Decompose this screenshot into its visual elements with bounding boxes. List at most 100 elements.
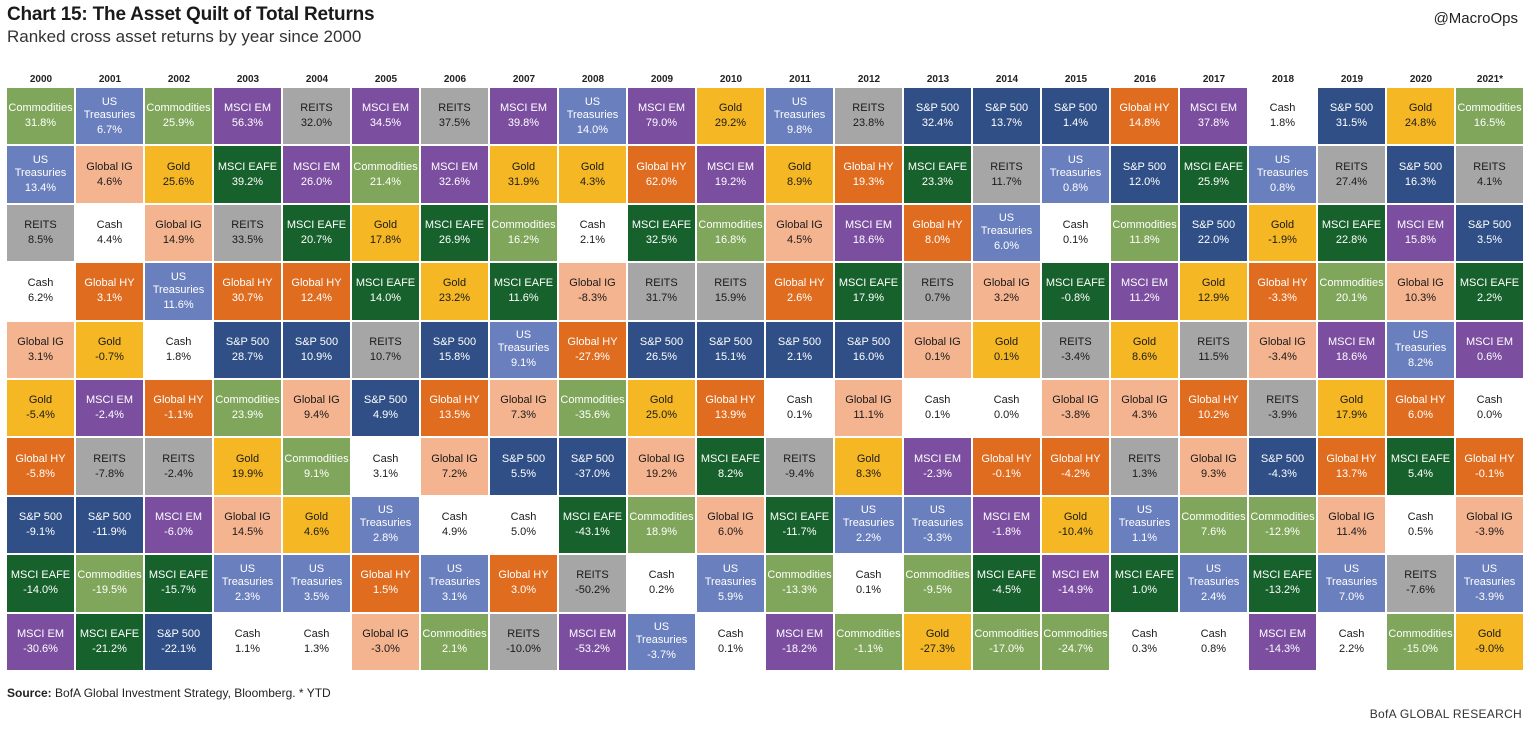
cell-asset-label: Global IG bbox=[638, 452, 685, 465]
cell-return-value: 10.7% bbox=[369, 350, 402, 363]
cell-asset-label: Global IG bbox=[500, 394, 547, 407]
cell-return-value: 4.1% bbox=[1476, 175, 1503, 188]
year-label: 2021* bbox=[1476, 74, 1504, 85]
quilt-cell: S&P 500 32.4% bbox=[904, 88, 971, 145]
cell-return-value: 9.8% bbox=[786, 123, 813, 136]
cell-return-value: 1.1% bbox=[234, 642, 261, 655]
quilt-cell: Global IG 4.3% bbox=[1111, 380, 1178, 437]
cell-return-value: 1.4% bbox=[1062, 117, 1089, 130]
cell-asset-label: MSCI EM bbox=[775, 627, 824, 640]
cell-return-value: 11.1% bbox=[853, 409, 884, 422]
cell-return-value: -7.8% bbox=[95, 467, 124, 480]
cell-return-value: 26.5% bbox=[645, 350, 678, 363]
year-label: 2015 bbox=[1064, 74, 1088, 85]
quilt-cell: Gold 29.2% bbox=[697, 88, 764, 145]
cell-return-value: 0.1% bbox=[993, 350, 1020, 363]
cell-asset-label: MSCI EAFE bbox=[631, 218, 692, 231]
quilt-cell: Gold 4.6% bbox=[283, 496, 350, 554]
cell-return-value: -13.2% bbox=[1265, 584, 1300, 597]
cell-return-value: -3.8% bbox=[1061, 409, 1090, 422]
cell-asset-label: Commodities bbox=[1250, 510, 1315, 523]
quilt-cell: US Treasuries -3.9% bbox=[1456, 555, 1523, 612]
cell-asset-label: REITS bbox=[369, 335, 402, 348]
cell-asset-label: MSCI EM bbox=[706, 160, 755, 173]
cell-return-value: 14.0% bbox=[576, 123, 609, 136]
cell-asset-label: Cash bbox=[234, 627, 261, 640]
quilt-cell: Global HY 1.5% bbox=[352, 555, 419, 612]
quilt-cell: Commodities 16.5% bbox=[1456, 88, 1523, 145]
cell-asset-label: US Treasuries bbox=[1325, 562, 1378, 588]
cell-asset-label: Global IG bbox=[155, 218, 202, 231]
cell-asset-label: Gold bbox=[235, 452, 260, 465]
quilt-cell: Commodities -24.7% bbox=[1042, 613, 1109, 670]
cell-asset-label: Cash bbox=[1407, 510, 1434, 523]
cell-return-value: 11.4% bbox=[1336, 525, 1367, 538]
year-label: 2014 bbox=[995, 74, 1019, 85]
cell-return-value: -24.7% bbox=[1058, 642, 1093, 655]
quilt-cell: MSCI EM 37.8% bbox=[1180, 88, 1247, 145]
cell-asset-label: S&P 500 bbox=[915, 102, 960, 115]
quilt-cell: Commodities -19.5% bbox=[76, 555, 143, 612]
quilt-cell: Gold -5.4% bbox=[7, 380, 74, 437]
cell-return-value: 23.8% bbox=[852, 117, 885, 130]
cell-asset-label: REITS bbox=[438, 102, 471, 115]
quilt-cell: REITS 33.5% bbox=[214, 204, 281, 262]
cell-return-value: -10.0% bbox=[506, 642, 541, 655]
cell-return-value: 31.5% bbox=[1335, 117, 1368, 130]
cell-return-value: -9.0% bbox=[1475, 642, 1504, 655]
quilt-cell: REITS 15.9% bbox=[697, 263, 764, 320]
cell-return-value: 9.3% bbox=[1200, 467, 1227, 480]
cell-return-value: 1.5% bbox=[372, 584, 399, 597]
cell-return-value: 6.0% bbox=[717, 525, 744, 538]
cell-return-value: 3.1% bbox=[27, 350, 54, 363]
cell-asset-label: REITS bbox=[783, 452, 816, 465]
quilt-cell: Global IG 4.5% bbox=[766, 204, 833, 262]
cell-asset-label: Commodities bbox=[422, 627, 487, 640]
cell-asset-label: Global HY bbox=[1050, 452, 1101, 465]
quilt-cell: S&P 500 -37.0% bbox=[559, 438, 626, 495]
cell-return-value: -15.0% bbox=[1403, 642, 1438, 655]
quilt-cell: Gold -10.4% bbox=[1042, 496, 1109, 554]
quilt-cell: Gold 8.6% bbox=[1111, 321, 1178, 378]
cell-asset-label: Cash bbox=[510, 510, 537, 523]
quilt-cell: US Treasuries 11.6% bbox=[145, 263, 212, 320]
quilt-cell: Global HY 30.7% bbox=[214, 263, 281, 320]
cell-asset-label: Global IG bbox=[1466, 510, 1513, 523]
cell-return-value: 39.8% bbox=[507, 117, 540, 130]
cell-asset-label: Gold bbox=[1063, 510, 1088, 523]
cell-asset-label: Global IG bbox=[1052, 394, 1099, 407]
cell-return-value: 31.9% bbox=[507, 175, 540, 188]
quilt-cell: Commodities -13.3% bbox=[766, 555, 833, 612]
quilt-cell: MSCI EAFE 2.2% bbox=[1456, 263, 1523, 320]
cell-return-value: 10.2% bbox=[1197, 409, 1230, 422]
cell-return-value: -8.3% bbox=[578, 292, 607, 305]
cell-asset-label: US Treasuries bbox=[497, 329, 550, 355]
cell-asset-label: MSCI EM bbox=[568, 627, 617, 640]
cell-return-value: 0.8% bbox=[1062, 182, 1089, 195]
cell-asset-label: Global HY bbox=[1395, 394, 1446, 407]
cell-asset-label: US Treasuries bbox=[911, 504, 964, 530]
cell-return-value: 23.9% bbox=[231, 409, 264, 422]
year-label: 2010 bbox=[719, 74, 743, 85]
quilt-cell: Commodities 23.9% bbox=[214, 380, 281, 437]
cell-asset-label: Gold bbox=[1132, 335, 1157, 348]
quilt-cell: US Treasuries 2.3% bbox=[214, 555, 281, 612]
cell-return-value: -3.0% bbox=[371, 642, 400, 655]
quilt-cell: Gold 23.2% bbox=[421, 263, 488, 320]
cell-asset-label: MSCI EAFE bbox=[217, 160, 278, 173]
cell-asset-label: Gold bbox=[994, 335, 1019, 348]
cell-asset-label: Global HY bbox=[15, 452, 66, 465]
quilt-cell: REITS 10.7% bbox=[352, 321, 419, 378]
cell-asset-label: MSCI EM bbox=[499, 102, 548, 115]
quilt-cell: MSCI EAFE 11.6% bbox=[490, 263, 557, 320]
cell-return-value: 15.8% bbox=[1404, 233, 1437, 246]
cell-return-value: 1.1% bbox=[1131, 532, 1158, 545]
year-label: 2017 bbox=[1202, 74, 1226, 85]
cell-return-value: 0.1% bbox=[786, 409, 813, 422]
cell-return-value: 18.6% bbox=[1335, 350, 1368, 363]
quilt-cell: Commodities 16.8% bbox=[697, 204, 764, 262]
quilt-cell: Global HY -5.8% bbox=[7, 438, 74, 495]
cell-return-value: 32.6% bbox=[438, 175, 471, 188]
quilt-cell: MSCI EAFE 8.2% bbox=[697, 438, 764, 495]
quilt-cell: Commodities -15.0% bbox=[1387, 613, 1454, 670]
